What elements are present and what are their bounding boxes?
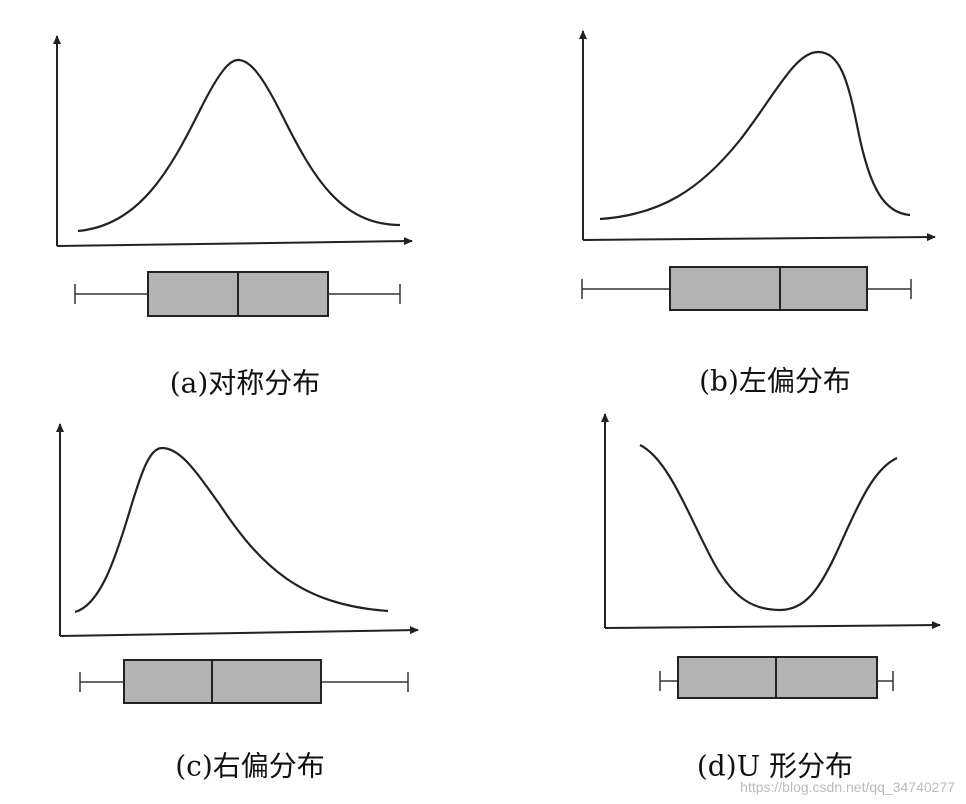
panel-b: (b)左偏分布	[579, 30, 936, 398]
caption: (c)右偏分布	[175, 750, 325, 783]
caption: (d)U 形分布	[697, 750, 853, 783]
x-axis	[604, 621, 941, 630]
curve	[639, 444, 898, 612]
box	[123, 659, 322, 704]
watermark: https://blog.csdn.net/qq_34740277	[740, 779, 955, 795]
box	[669, 266, 868, 311]
x-axis	[59, 626, 419, 637]
panel-d: (d)U 形分布	[601, 413, 941, 783]
panel-a: (a)对称分布	[53, 35, 413, 400]
x-axis	[56, 237, 413, 247]
x-axis	[582, 233, 936, 242]
box	[677, 656, 878, 699]
curve	[74, 446, 389, 614]
caption: (b)左偏分布	[699, 365, 851, 398]
curve	[599, 50, 911, 221]
panel-c: (c)右偏分布	[56, 423, 419, 783]
caption: (a)对称分布	[170, 367, 321, 400]
curve	[77, 58, 401, 233]
